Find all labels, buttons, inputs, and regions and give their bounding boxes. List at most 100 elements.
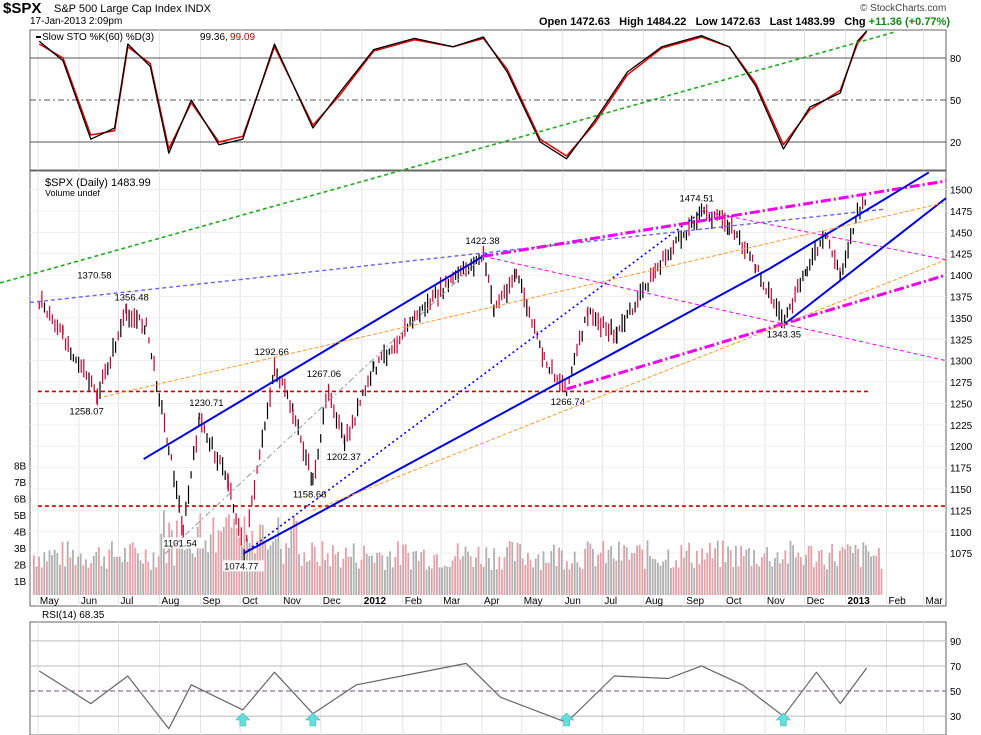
- volume-bar: [454, 556, 456, 595]
- volume-bar: [623, 545, 625, 595]
- volume-bar: [33, 555, 35, 595]
- volume-bar: [592, 548, 594, 595]
- volume-bar: [685, 551, 688, 595]
- volume-bar: [46, 561, 48, 595]
- volume-label: Volume undef: [45, 188, 101, 198]
- volume-bar: [134, 547, 137, 595]
- volume-bar: [696, 550, 698, 595]
- x-tick-label: May: [40, 596, 59, 607]
- open-label: Open: [539, 16, 568, 28]
- volume-bar: [116, 556, 118, 595]
- volume-bar: [545, 562, 547, 595]
- volume-bar: [701, 548, 703, 595]
- volume-bar: [597, 554, 599, 595]
- orange-lower: [312, 259, 947, 511]
- rsi-y-tick: 30: [950, 712, 962, 723]
- volume-bar: [121, 562, 124, 595]
- volume-bar: [693, 568, 696, 595]
- volume-bar: [295, 520, 298, 595]
- volume-bar: [781, 559, 784, 595]
- volume-bar: [51, 555, 53, 595]
- volume-bar: [516, 542, 519, 595]
- volume-bar: [508, 541, 511, 595]
- volume-bar: [724, 562, 727, 595]
- volume-bar: [524, 564, 527, 595]
- volume-bar: [727, 546, 729, 595]
- volume-bar: [61, 541, 64, 595]
- volume-y-tick: 7B: [14, 478, 27, 489]
- volume-bar: [449, 566, 451, 595]
- volume-bar: [334, 554, 337, 595]
- price-y-tick: 1350: [950, 314, 973, 325]
- price-annotation: 1343.35: [767, 330, 801, 341]
- volume-bar: [207, 552, 209, 595]
- volume-bar: [805, 554, 807, 595]
- volume-bar: [95, 551, 98, 595]
- price-annotation: 1267.06: [307, 369, 341, 380]
- volume-bar: [511, 542, 514, 595]
- volume-bar: [607, 549, 610, 595]
- volume-bar: [841, 546, 844, 595]
- price-annotation: 1074.77: [224, 561, 258, 572]
- price-y-tick: 1200: [950, 442, 973, 453]
- price-y-tick: 1325: [950, 335, 973, 346]
- volume-bar: [277, 517, 280, 595]
- volume-bar: [826, 569, 828, 595]
- volume-bar: [711, 558, 714, 595]
- volume-bar: [641, 549, 644, 595]
- x-tick-label: Sep: [203, 596, 221, 607]
- volume-bar: [66, 541, 69, 595]
- volume-bar: [90, 562, 92, 595]
- price-y-tick: 1400: [950, 271, 973, 282]
- price-annotation: 1258.07: [69, 407, 103, 418]
- volume-bar: [350, 556, 352, 595]
- volume-bar: [649, 555, 651, 595]
- volume-y-tick: 8B: [14, 462, 27, 473]
- volume-bar: [589, 543, 592, 595]
- volume-bar: [688, 542, 690, 595]
- volume-bar: [857, 548, 859, 595]
- volume-bar: [815, 561, 818, 595]
- volume-bar: [745, 549, 748, 595]
- annotation-bg: [68, 405, 110, 417]
- volume-bar: [709, 542, 711, 595]
- price-y-tick: 1275: [950, 378, 973, 389]
- volume-bar: [371, 555, 373, 595]
- volume-bar: [181, 542, 183, 595]
- volume-bar: [581, 569, 584, 595]
- volume-bar: [100, 565, 103, 595]
- volume-bar: [846, 544, 849, 595]
- annotation-bg: [188, 396, 230, 408]
- volume-bar: [605, 563, 607, 595]
- volume-bar: [254, 553, 256, 595]
- volume-bar: [459, 559, 462, 595]
- volume-bar: [659, 565, 662, 595]
- volume-bar: [690, 562, 693, 595]
- volume-bar: [540, 569, 542, 595]
- volume-bar: [664, 559, 667, 595]
- volume-bar: [761, 557, 763, 595]
- volume-y-tick: 5B: [14, 511, 27, 522]
- channel-lower: [243, 267, 771, 555]
- symbol-title: $SPX: [3, 0, 42, 17]
- x-tick-label: Mar: [926, 596, 944, 607]
- volume-bar: [797, 552, 800, 595]
- volume-bar: [72, 549, 74, 595]
- volume-bar: [823, 564, 826, 595]
- volume-bar: [662, 561, 664, 595]
- volume-bar: [553, 544, 555, 595]
- volume-bar: [264, 543, 267, 595]
- volume-bar: [784, 550, 787, 595]
- volume-bar: [527, 552, 529, 595]
- volume-bar: [386, 556, 389, 595]
- volume-bar: [555, 566, 558, 595]
- volume-bar: [469, 556, 472, 595]
- volume-bar: [233, 518, 235, 595]
- volume-bar: [103, 556, 105, 595]
- volume-bar: [173, 565, 176, 595]
- volume-bar: [620, 560, 623, 595]
- volume-bar: [482, 566, 485, 595]
- volume-bar: [839, 550, 841, 595]
